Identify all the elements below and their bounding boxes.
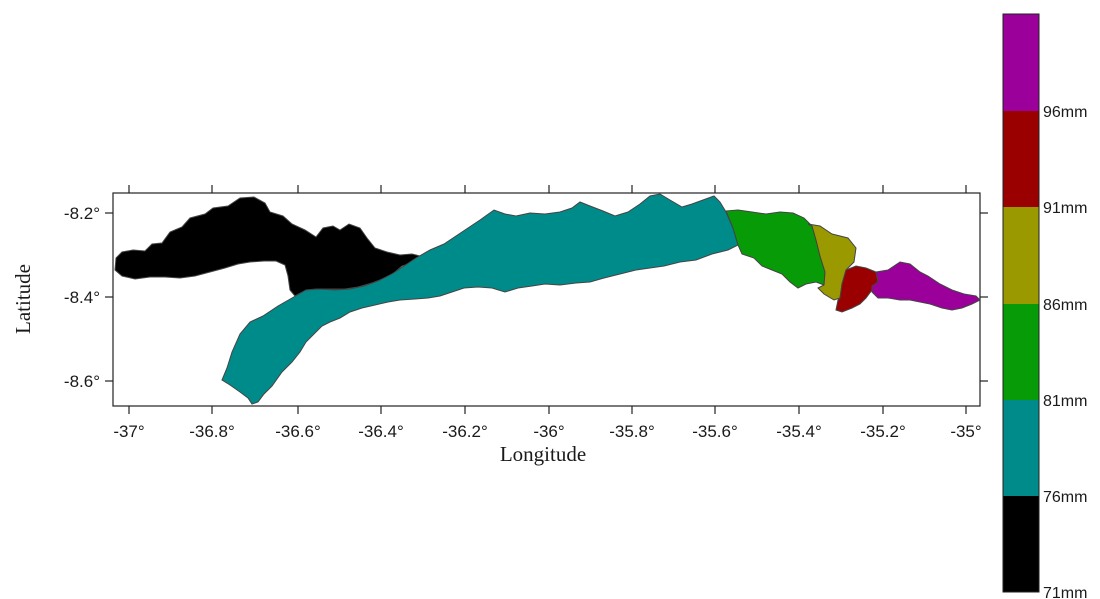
x-axis-bottom-ticks xyxy=(128,406,967,414)
y-tick-labels: -8.2° -8.4° -8.6° xyxy=(64,204,100,391)
y-axis-ticks xyxy=(105,212,988,382)
region-91-96mm xyxy=(835,265,879,313)
x-tick-label: -36.8° xyxy=(189,422,235,441)
legend-label-96mm: 96mm xyxy=(1043,104,1087,121)
legend-swatch-76-81mm xyxy=(1003,400,1039,496)
x-tick-label: -36.2° xyxy=(442,422,488,441)
x-tick-label: -35.8° xyxy=(609,422,655,441)
legend-label-86mm: 86mm xyxy=(1043,297,1087,314)
y-tick-label: -8.2° xyxy=(64,204,100,223)
x-axis-top-ticks xyxy=(128,185,967,193)
x-tick-label: -35.4° xyxy=(776,422,822,441)
legend-label-81mm: 81mm xyxy=(1043,393,1087,410)
legend-swatch-86-91mm xyxy=(1003,207,1039,304)
x-axis-title: Longitude xyxy=(500,442,586,466)
y-tick-label: -8.4° xyxy=(64,288,100,307)
x-tick-label: -35° xyxy=(950,422,981,441)
regions xyxy=(114,193,981,405)
region-96mm-plus xyxy=(871,261,981,311)
legend-swatch-81-86mm xyxy=(1003,304,1039,400)
x-tick-label: -35.2° xyxy=(860,422,906,441)
legend-outline xyxy=(1002,13,1040,593)
legend-swatch-71-76mm xyxy=(1003,496,1039,592)
legend-swatch-91-96mm xyxy=(1003,111,1039,207)
y-tick-label: -8.6° xyxy=(64,372,100,391)
legend: 96mm 91mm 86mm 81mm 76mm 71mm xyxy=(1002,13,1087,599)
x-tick-label: -36° xyxy=(533,422,564,441)
y-axis-title: Latitude xyxy=(11,264,35,334)
x-tick-label: -37° xyxy=(113,422,144,441)
region-86-91mm xyxy=(807,223,857,301)
legend-label-91mm: 91mm xyxy=(1043,200,1087,217)
x-tick-label: -35.6° xyxy=(692,422,738,441)
region-71-76mm xyxy=(114,196,422,297)
legend-label-71mm: 71mm xyxy=(1043,585,1087,599)
legend-label-76mm: 76mm xyxy=(1043,489,1087,506)
x-tick-labels: -37° -36.8° -36.6° -36.4° -36.2° -36° -3… xyxy=(113,422,981,441)
legend-swatch-96mm-plus xyxy=(1003,14,1039,111)
x-tick-label: -36.6° xyxy=(275,422,321,441)
region-81-86mm xyxy=(725,209,826,289)
x-tick-label: -36.4° xyxy=(358,422,404,441)
